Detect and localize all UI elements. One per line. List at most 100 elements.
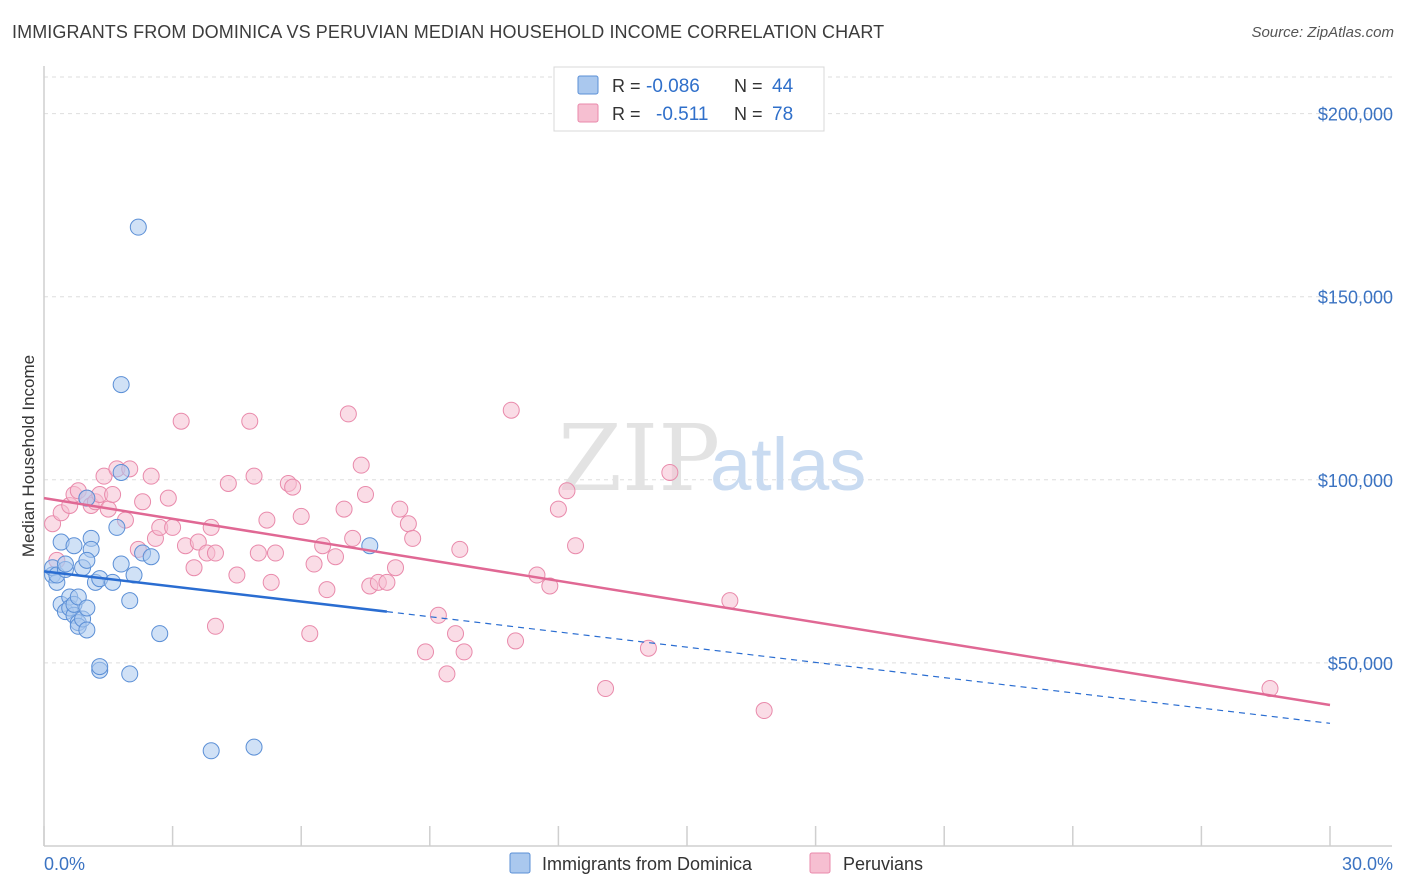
point-peruvian [502, 401, 520, 419]
point-dominica [129, 218, 147, 236]
point-peruvian [202, 518, 220, 536]
x-tick-label-start: 0.0% [44, 854, 85, 874]
point-dominica [91, 658, 109, 676]
bottom-legend-label-1: Immigrants from Dominica [542, 854, 753, 874]
watermark-zip: ZIP [558, 405, 720, 512]
point-peruvian [451, 540, 469, 558]
x-ticks [43, 826, 1331, 846]
point-peruvian [292, 507, 310, 525]
point-peruvian [241, 412, 259, 430]
point-peruvian [661, 463, 679, 481]
point-dominica [104, 573, 122, 591]
top-legend: R = -0.086 N = 44 R = -0.511 N = 78 [553, 66, 825, 132]
y-tick-labels: $50,000 $100,000 $150,000 $200,000 [1318, 105, 1393, 674]
point-peruvian [755, 702, 773, 720]
point-peruvian [164, 518, 182, 536]
point-peruvian [301, 625, 319, 643]
bottom-legend-swatch-pink [809, 852, 831, 874]
legend-n-label-2: N = [734, 104, 763, 124]
scatter-points [44, 218, 1279, 760]
point-peruvian [206, 617, 224, 635]
point-peruvian [721, 592, 739, 610]
point-peruvian [326, 548, 344, 566]
point-peruvian [266, 544, 284, 562]
point-peruvian [142, 467, 160, 485]
point-peruvian [541, 577, 559, 595]
point-peruvian [455, 643, 473, 661]
point-peruvian [399, 515, 417, 533]
point-peruvian [104, 485, 122, 503]
chart-title: IMMIGRANTS FROM DOMINICA VS PERUVIAN MED… [12, 22, 885, 42]
point-peruvian [378, 573, 396, 591]
point-dominica [78, 621, 96, 639]
point-peruvian [258, 511, 276, 529]
point-peruvian [447, 625, 465, 643]
point-peruvian [404, 529, 422, 547]
point-peruvian [159, 489, 177, 507]
bottom-legend: Immigrants from Dominica Peruvians [509, 852, 923, 874]
trend-line-peruvian [43, 496, 1331, 707]
legend-swatch-blue [577, 75, 599, 95]
point-dominica [78, 551, 96, 569]
point-peruvian [387, 559, 405, 577]
trend-line-dominica-extension [386, 611, 1331, 724]
point-peruvian [391, 500, 409, 518]
grid-lines [44, 76, 1392, 664]
point-peruvian [228, 566, 246, 584]
point-peruvian [245, 467, 263, 485]
watermark-atlas: atlas [710, 423, 866, 506]
point-peruvian [339, 405, 357, 423]
point-peruvian [206, 544, 224, 562]
point-peruvian [558, 482, 576, 500]
legend-r-value-2: -0.511 [656, 104, 708, 125]
y-tick-label: $200,000 [1318, 105, 1393, 125]
point-peruvian [314, 537, 332, 555]
point-peruvian [284, 478, 302, 496]
point-peruvian [305, 555, 323, 573]
point-peruvian [528, 566, 546, 584]
point-dominica [65, 537, 83, 555]
point-peruvian [597, 680, 615, 698]
y-axis-label: Median Household Income [19, 355, 38, 557]
source-label: Source: ZipAtlas.com [1251, 24, 1394, 41]
point-peruvian [95, 467, 113, 485]
legend-n-value-1: 44 [772, 76, 794, 97]
legend-r-label-1: R = [612, 76, 641, 96]
point-peruvian [417, 643, 435, 661]
trend-line-dominica [43, 570, 388, 613]
point-dominica [245, 738, 263, 756]
point-dominica [78, 599, 96, 617]
point-dominica [112, 376, 130, 394]
point-peruvian [352, 456, 370, 474]
point-peruvian [507, 632, 525, 650]
point-peruvian [219, 474, 237, 492]
point-dominica [112, 463, 130, 481]
x-tick-label-end: 30.0% [1342, 854, 1393, 874]
point-dominica [202, 742, 220, 760]
point-dominica [121, 592, 139, 610]
y-tick-label: $100,000 [1318, 471, 1393, 491]
point-peruvian [549, 500, 567, 518]
point-dominica [108, 518, 126, 536]
bottom-legend-swatch-blue [509, 852, 531, 874]
point-peruvian [429, 606, 447, 624]
point-peruvian [344, 529, 362, 547]
point-dominica [151, 625, 169, 643]
point-peruvian [639, 639, 657, 657]
point-dominica [121, 665, 139, 683]
point-peruvian [262, 573, 280, 591]
point-peruvian [172, 412, 190, 430]
point-peruvian [357, 485, 374, 503]
legend-n-value-2: 78 [772, 104, 793, 125]
point-dominica [56, 555, 74, 573]
legend-r-label-2: R = [612, 104, 641, 124]
point-peruvian [438, 665, 456, 683]
point-peruvian [185, 559, 203, 577]
legend-n-label-1: N = [734, 76, 763, 96]
point-dominica [112, 555, 130, 573]
point-dominica [142, 548, 160, 566]
legend-swatch-pink [577, 103, 599, 123]
point-peruvian [249, 544, 267, 562]
y-tick-label: $50,000 [1328, 654, 1393, 674]
